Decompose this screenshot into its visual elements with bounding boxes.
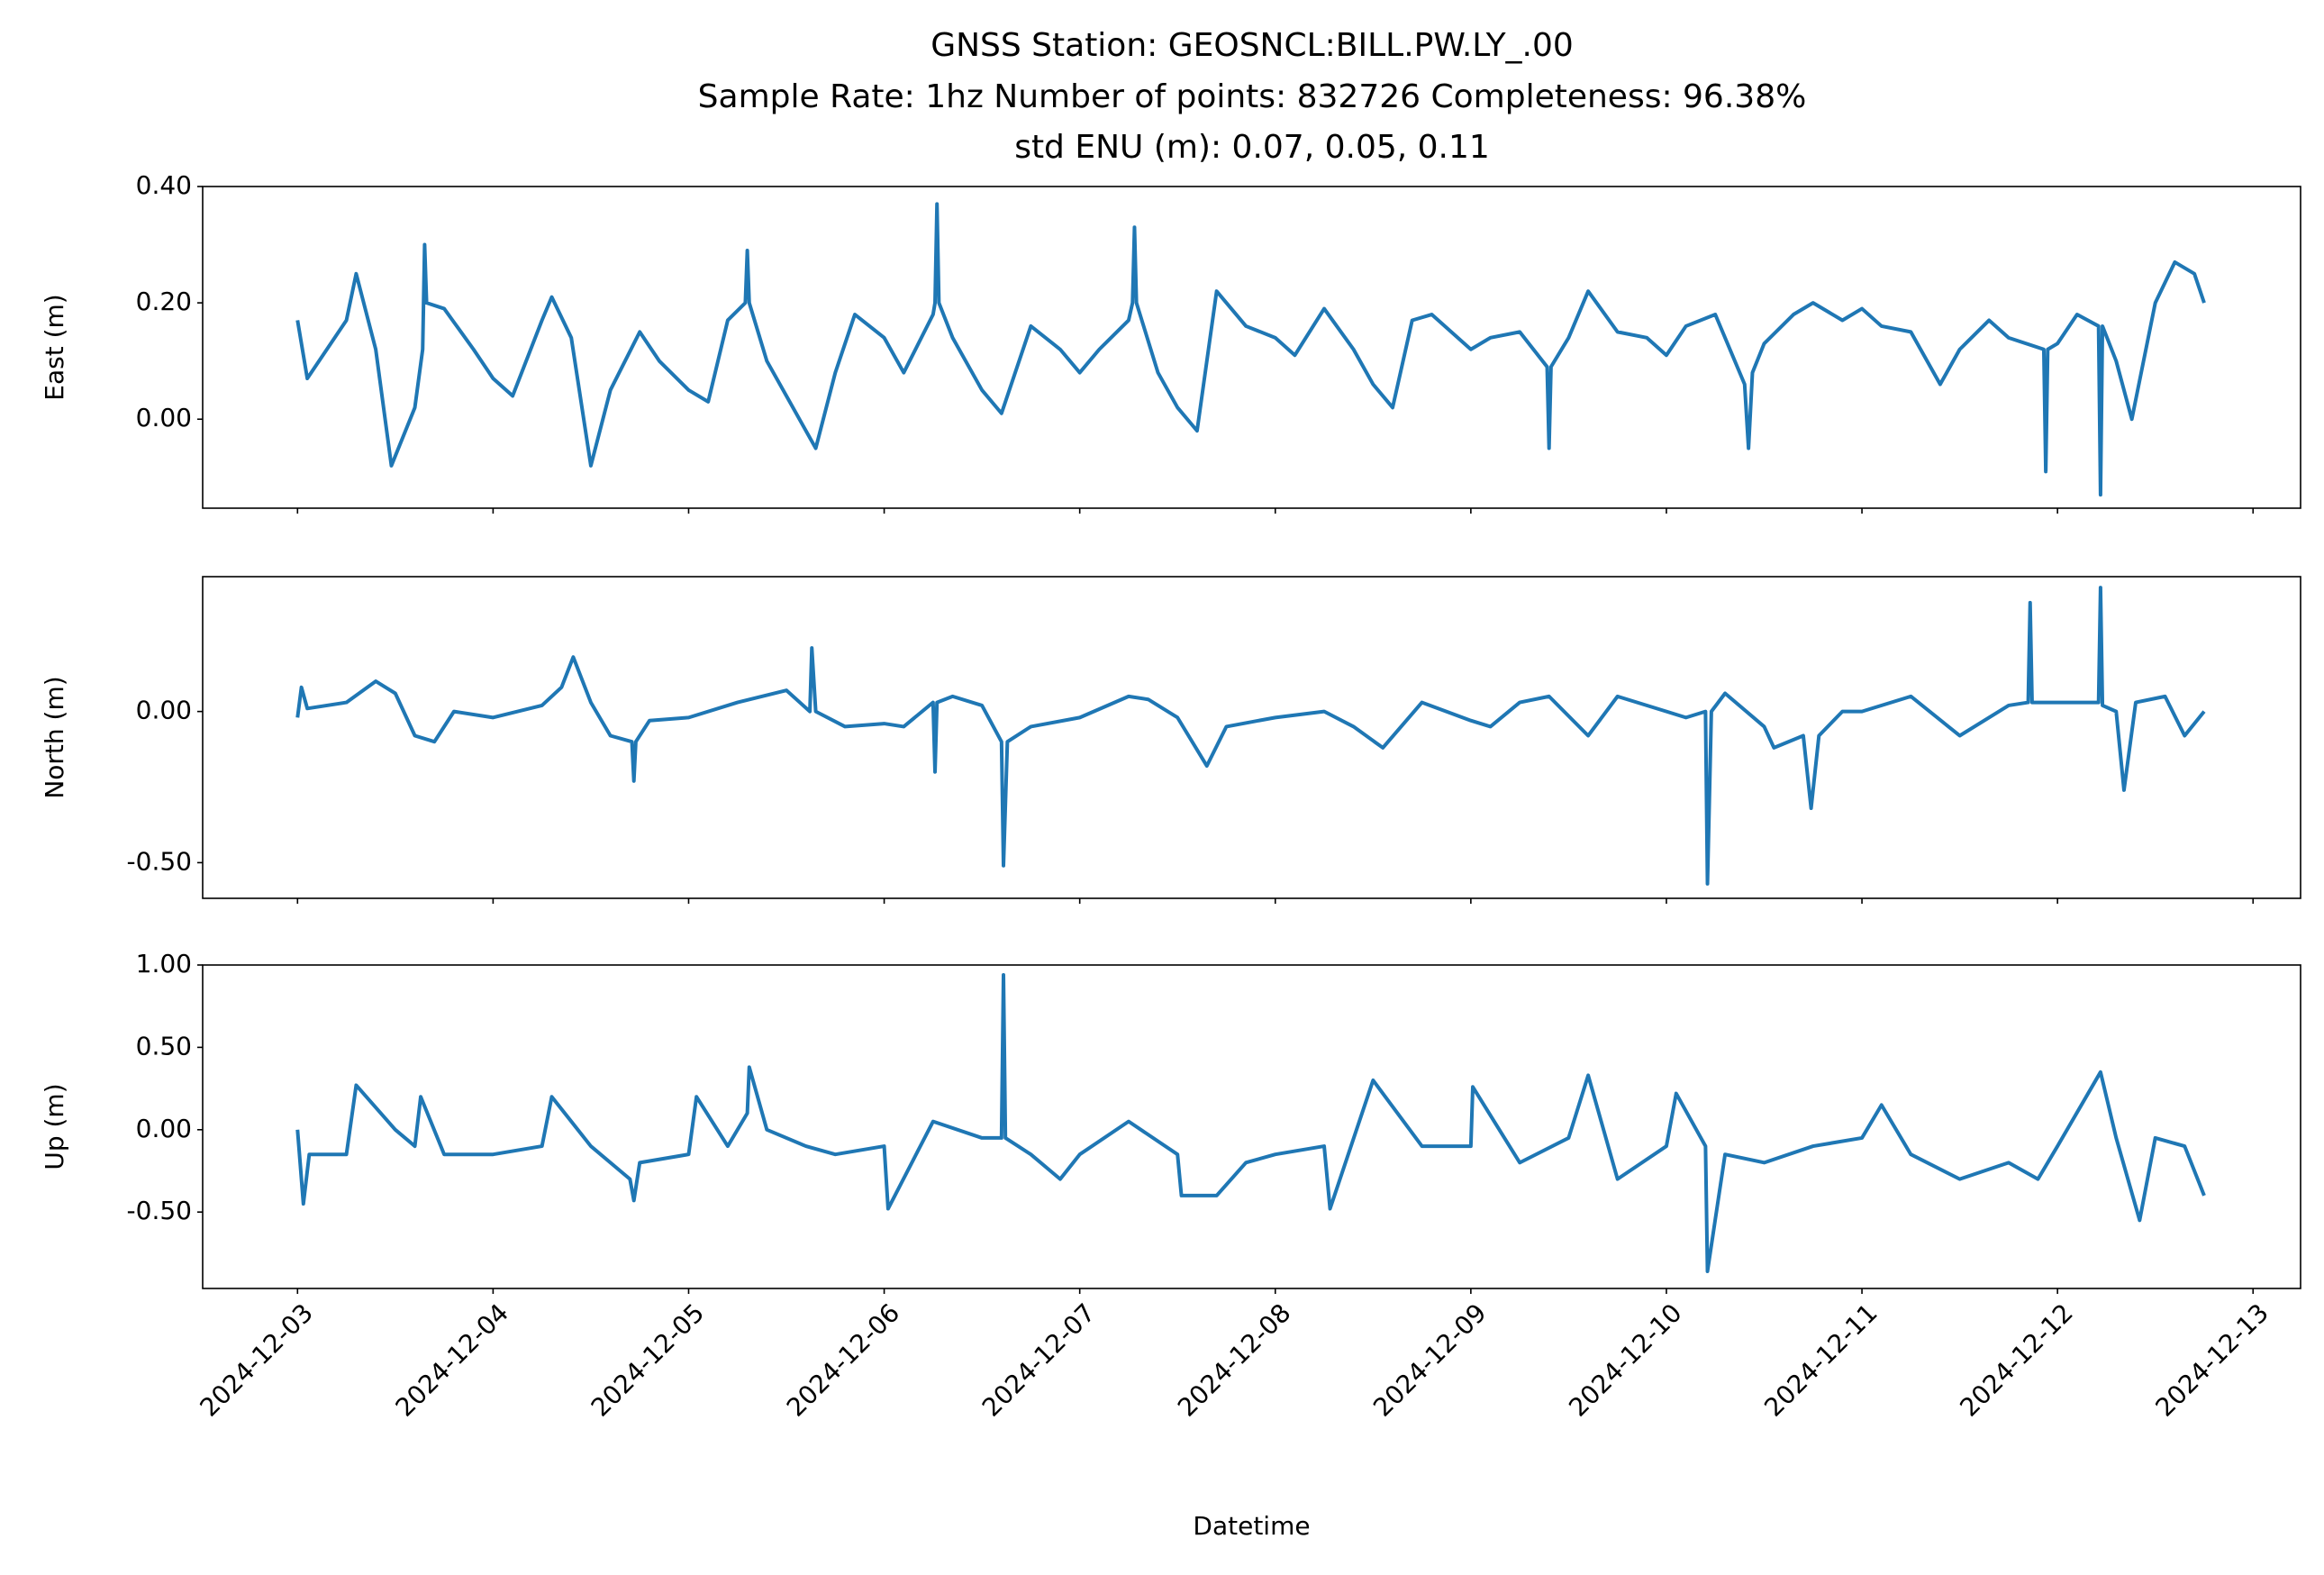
title-line: GNSS Station: GEOSNCL:BILL.PW.LY_.00 — [931, 27, 1574, 64]
y-axis-label: Up (m) — [40, 1083, 69, 1170]
y-tick-label: 0.50 — [136, 1031, 192, 1061]
x-tick-label: 2024-12-13 — [2149, 1297, 2274, 1422]
data-line — [295, 972, 2206, 1273]
x-tick-label: 2024-12-08 — [1172, 1297, 1296, 1422]
y-axis-label: North (m) — [40, 676, 69, 798]
x-tick-label: 2024-12-07 — [976, 1297, 1101, 1422]
x-tick-label: 2024-12-11 — [1758, 1297, 1883, 1422]
axes-frame — [202, 186, 2301, 509]
x-axis-label: Datetime — [1193, 1511, 1310, 1541]
x-tick-label: 2024-12-06 — [781, 1297, 905, 1422]
y-tick-label: -0.50 — [127, 1196, 192, 1225]
x-tick-label: 2024-12-03 — [195, 1297, 319, 1422]
y-axis-label: East (m) — [40, 294, 69, 400]
axes-frame — [202, 964, 2301, 1289]
y-tick-label: 0.20 — [136, 287, 192, 316]
y-tick-label: -0.50 — [127, 846, 192, 876]
x-tick-label: 2024-12-10 — [1563, 1297, 1687, 1422]
y-tick-label: 0.00 — [136, 1114, 192, 1143]
title-line: Sample Rate: 1hz Number of points: 83272… — [698, 78, 1807, 115]
data-line — [295, 202, 2206, 497]
x-tick-label: 2024-12-04 — [390, 1297, 514, 1422]
y-tick-label: 1.00 — [136, 949, 192, 979]
x-tick-label: 2024-12-05 — [586, 1297, 710, 1422]
data-line — [295, 586, 2206, 886]
axes-frame — [202, 576, 2301, 899]
x-tick-label: 2024-12-12 — [1954, 1297, 2078, 1422]
title-line: std ENU (m): 0.07, 0.05, 0.11 — [1014, 129, 1490, 166]
y-tick-label: 0.00 — [136, 403, 192, 432]
x-tick-label: 2024-12-09 — [1367, 1297, 1492, 1422]
y-tick-label: 0.00 — [136, 696, 192, 725]
y-tick-label: 0.40 — [136, 170, 192, 200]
